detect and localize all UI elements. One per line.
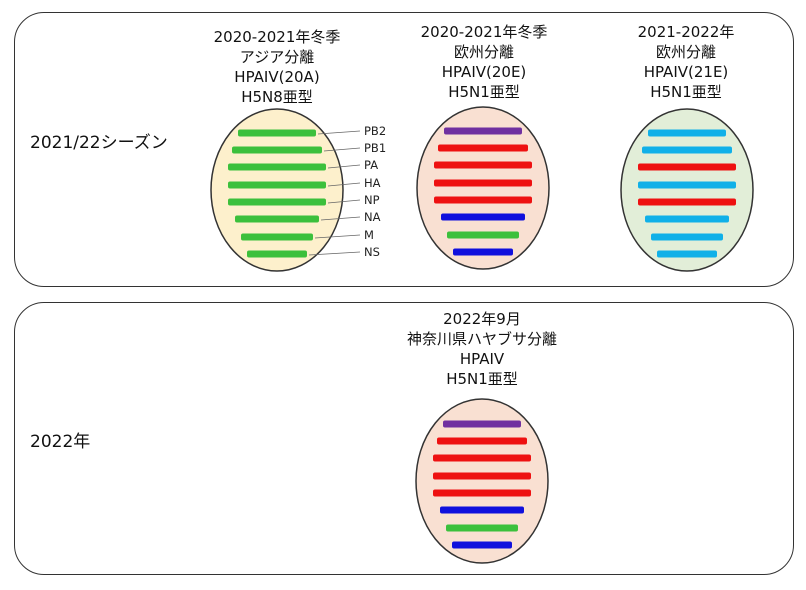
segment-label-ha: HA [364, 176, 381, 190]
segment-bar-pb1 [437, 437, 527, 445]
strain-title-line: H5N1亜型 [448, 83, 520, 101]
strain-title-line: HPAIV(20E) [441, 63, 527, 81]
segment-bar-na [440, 506, 524, 514]
strain-title-line: HPAIV [459, 350, 505, 368]
strain-title-line: H5N1亜型 [650, 83, 722, 101]
segment-bar-ns [452, 541, 512, 549]
strain-title-line: H5N8亜型 [241, 88, 313, 106]
strain-title-line: HPAIV(20A) [234, 68, 320, 86]
segment-leader-line [327, 199, 361, 204]
segment-bar-pb2 [444, 127, 522, 135]
strain-title-line: 2020-2021年冬季 [213, 28, 341, 46]
strain-title-line: 欧州分離 [655, 43, 717, 61]
segment-label-pb1: PB1 [364, 141, 386, 155]
segment-bar-na [235, 215, 319, 223]
strain-title-line: HPAIV(21E) [643, 63, 729, 81]
segment-bar-np [434, 196, 532, 204]
segment-bar-pa [434, 161, 532, 169]
strain-title-line: 神奈川県ハヤブサ分離 [406, 330, 558, 348]
strain-title-line: 欧州分離 [453, 43, 515, 61]
strain-title-line: アジア分離 [239, 48, 315, 66]
segment-bar-ns [247, 250, 307, 258]
segment-leader-line [308, 251, 361, 256]
year-2022-panel [14, 302, 794, 575]
strain-title-2022-falcon: 2022年9月 神奈川県ハヤブサ分離 HPAIV H5N1亜型 [407, 309, 557, 389]
segment-bar-pb1 [642, 146, 732, 154]
segment-leader-line [323, 147, 361, 152]
segment-leader-line [320, 216, 361, 221]
strain-title-line: 2022年9月 [443, 310, 521, 328]
segment-bar-m [446, 524, 518, 532]
strain-title-line: 2020-2021年冬季 [420, 23, 548, 41]
strain-title-line: H5N1亜型 [446, 370, 518, 388]
segment-label-m: M [364, 228, 374, 242]
segment-bar-np [638, 198, 736, 206]
segment-bar-m [651, 233, 723, 241]
segment-bar-ha [228, 181, 326, 189]
segment-bar-pb2 [443, 420, 521, 428]
segment-bar-ha [638, 181, 736, 189]
segment-label-pb2: PB2 [364, 124, 386, 138]
segment-bar-pb1 [232, 146, 322, 154]
row-label-2022: 2022年 [30, 432, 91, 452]
segment-leader-line [317, 130, 361, 135]
strain-title-line: 2021-2022年 [637, 23, 735, 41]
segment-bar-pa [433, 454, 531, 462]
segment-bar-ns [453, 248, 513, 256]
segment-bar-ha [433, 472, 531, 480]
segment-bar-ha [434, 179, 532, 187]
segment-bar-np [433, 489, 531, 497]
segment-bar-ns [657, 250, 717, 258]
segment-bar-na [645, 215, 729, 223]
segment-label-na: NA [364, 210, 381, 224]
segment-label-ns: NS [364, 245, 380, 259]
segment-leader-line [327, 182, 361, 187]
segment-bar-pb2 [648, 129, 726, 137]
segment-bar-pb1 [438, 144, 528, 152]
segment-leader-line [327, 164, 361, 169]
segment-bar-m [447, 231, 519, 239]
segment-bar-np [228, 198, 326, 206]
segment-bar-pb2 [238, 129, 316, 137]
strain-title-21E: 2021-2022年 欧州分離 HPAIV(21E) H5N1亜型 [638, 22, 735, 102]
segment-label-pa: PA [364, 158, 378, 172]
row-label-2021-22-season: 2021/22シーズン [30, 133, 168, 153]
segment-bar-pa [228, 163, 326, 171]
strain-title-20E: 2020-2021年冬季 欧州分離 HPAIV(20E) H5N1亜型 [421, 22, 548, 102]
segment-leader-line [314, 234, 361, 239]
strain-title-20A: 2020-2021年冬季 アジア分離 HPAIV(20A) H5N8亜型 [214, 27, 341, 107]
segment-bar-na [441, 213, 525, 221]
segment-label-np: NP [364, 193, 380, 207]
segment-bar-m [241, 233, 313, 241]
segment-bar-pa [638, 163, 736, 171]
